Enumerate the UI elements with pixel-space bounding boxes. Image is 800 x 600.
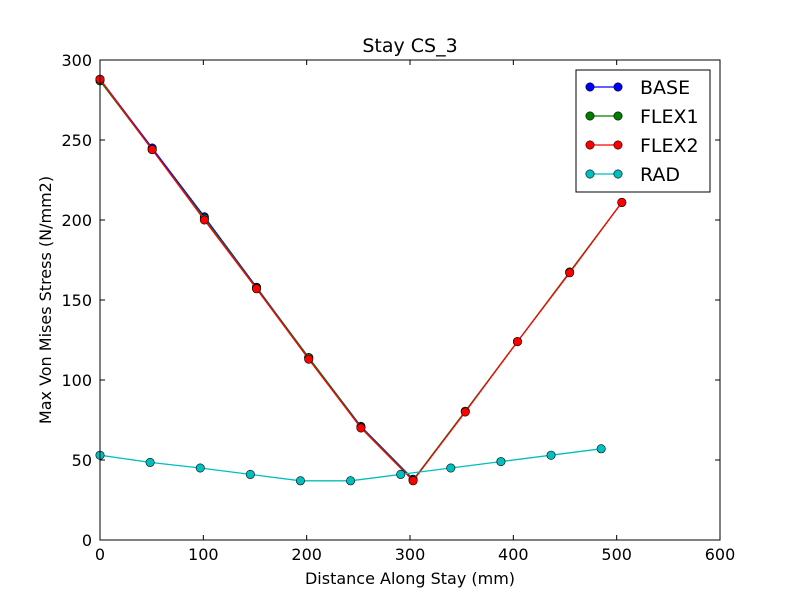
x-tick-label: 400 <box>498 545 529 564</box>
series-rad <box>95 444 606 486</box>
legend-marker <box>585 82 595 92</box>
data-point <box>546 450 556 460</box>
series-layer <box>95 74 627 486</box>
legend-marker <box>613 82 623 92</box>
y-tick-label: 300 <box>61 51 92 70</box>
legend-marker <box>585 140 595 150</box>
data-point <box>596 444 606 454</box>
data-point <box>460 407 470 417</box>
legend-marker <box>613 140 623 150</box>
data-point <box>617 197 627 207</box>
legend-label: FLEX1 <box>640 106 699 128</box>
legend-label: RAD <box>640 164 680 186</box>
data-point <box>496 457 506 467</box>
y-tick-label: 50 <box>72 451 92 470</box>
x-tick-label: 500 <box>601 545 632 564</box>
data-point <box>408 476 418 486</box>
x-tick-label: 200 <box>291 545 322 564</box>
y-tick-label: 200 <box>61 211 92 230</box>
legend-label: BASE <box>640 77 690 99</box>
data-point <box>346 476 356 486</box>
y-axis-title: Max Von Mises Stress (N/mm2) <box>36 176 55 424</box>
legend: BASE FLEX1 FLEX2 RAD <box>575 69 711 193</box>
data-point <box>147 145 157 155</box>
tick-layer: 0 100 200 300 400 500 600 0 50 100 150 200 250 300 <box>61 51 735 564</box>
legend-marker <box>585 111 595 121</box>
x-axis-title: Distance Along Stay (mm) <box>305 569 515 588</box>
chart-title: Stay CS_3 <box>362 35 457 57</box>
data-point <box>512 337 522 347</box>
y-tick-label: 150 <box>61 291 92 310</box>
data-point <box>145 457 155 467</box>
y-tick-label: 250 <box>61 131 92 150</box>
legend-label: FLEX2 <box>640 135 699 157</box>
legend-entry: FLEX1 <box>585 106 699 128</box>
legend-entry: FLEX2 <box>585 135 699 157</box>
data-point <box>252 284 262 294</box>
data-point <box>245 469 255 479</box>
legend-marker <box>613 111 623 121</box>
legend-entry: BASE <box>585 77 690 99</box>
data-point <box>295 476 305 486</box>
data-point <box>446 463 456 473</box>
data-point <box>356 423 366 433</box>
x-tick-label: 600 <box>705 545 736 564</box>
x-tick-label: 300 <box>395 545 426 564</box>
data-point <box>565 268 575 278</box>
y-tick-label: 0 <box>82 531 92 550</box>
data-point <box>199 215 209 225</box>
legend-entry: RAD <box>585 164 680 186</box>
x-tick-label: 0 <box>95 545 105 564</box>
legend-marker <box>613 169 623 179</box>
x-tick-label: 100 <box>188 545 219 564</box>
legend-box <box>575 69 711 193</box>
legend-marker <box>585 169 595 179</box>
series-flex2 <box>95 74 627 486</box>
data-point <box>304 354 314 364</box>
data-point <box>195 463 205 473</box>
data-point <box>396 469 406 479</box>
y-tick-label: 100 <box>61 371 92 390</box>
